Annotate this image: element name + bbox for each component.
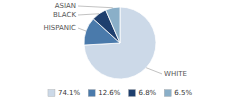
legend-label: 12.6% [98,89,121,97]
slice-label: BLACK [53,11,76,19]
legend-label: 6.8% [138,89,156,97]
leader-line [78,14,99,15]
legend-swatch [128,90,135,97]
slice-labels: WHITE HISPANIC BLACKASIAN [43,2,186,78]
leader-line [78,28,86,31]
slice-label: WHITE [164,70,187,78]
legend-swatch [88,90,95,97]
slice-label: ASIAN [55,2,76,10]
legend-swatch [48,90,55,97]
leader-line [78,6,113,8]
pie-slice [106,7,120,43]
slice-label: HISPANIC [43,24,76,32]
pie-slice [84,7,156,79]
chart: WHITE HISPANIC BLACKASIAN 74.1% 12.6% 6.8% 6.5… [0,0,240,100]
legend-swatch [164,90,171,97]
legend-label: 6.5% [174,89,192,97]
legend-label: 74.1% [58,89,81,97]
legend: 74.1% 12.6% 6.8% 6.5% [48,89,192,97]
leader-line [146,68,162,74]
pie [84,7,156,79]
